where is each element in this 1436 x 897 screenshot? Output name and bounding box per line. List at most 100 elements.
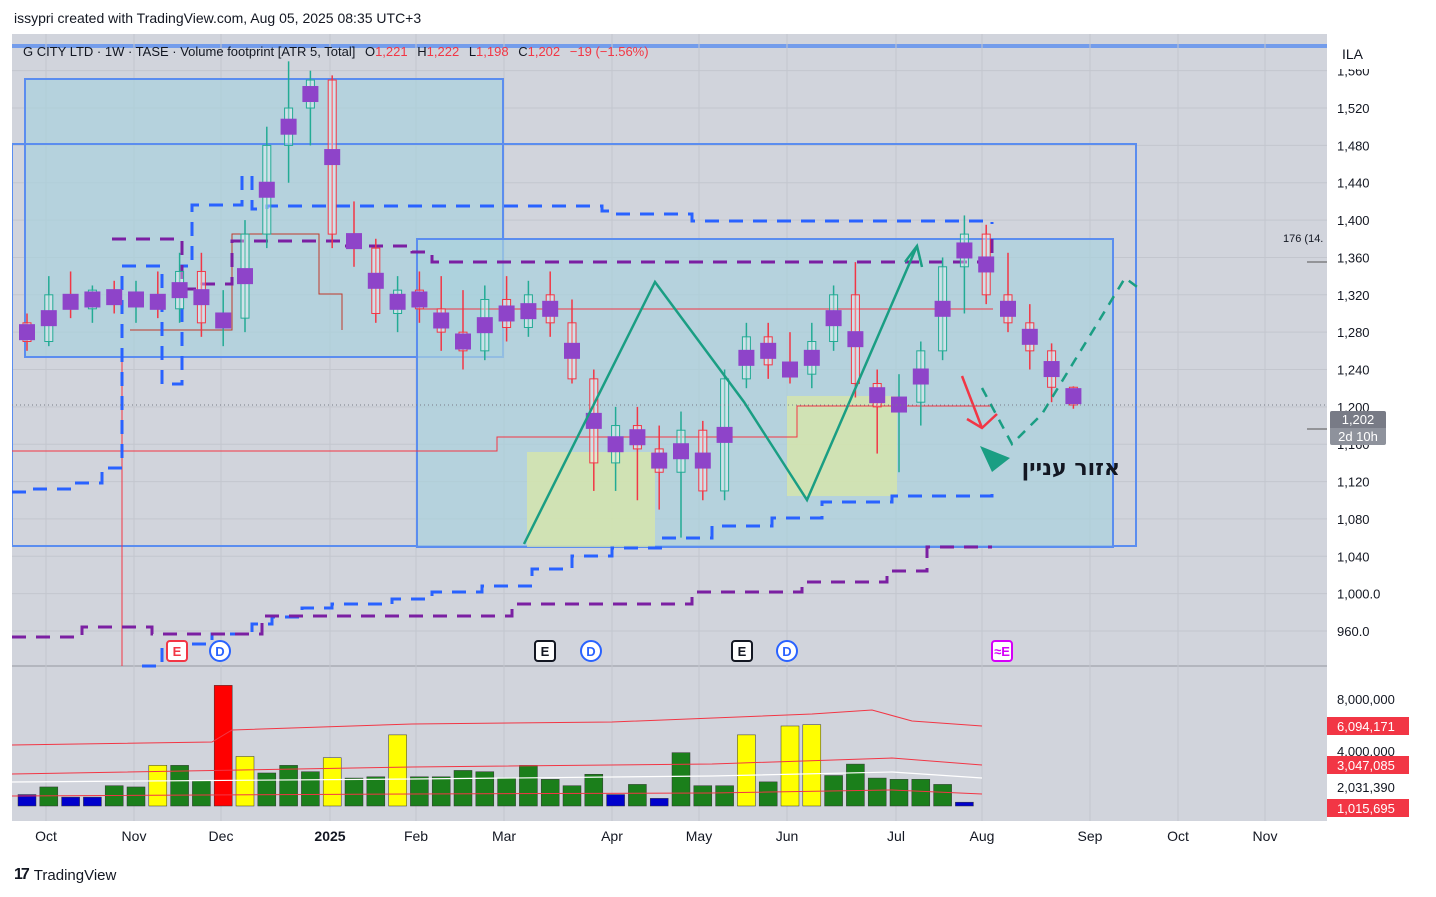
volume-bar bbox=[192, 780, 211, 807]
time-tick-label: Jun bbox=[776, 828, 799, 844]
earnings-icon bbox=[534, 640, 556, 662]
footprint-poc bbox=[128, 291, 144, 308]
volume-bar bbox=[606, 794, 625, 807]
price-tick-label: 1,120 bbox=[1337, 475, 1370, 490]
volume-bar bbox=[889, 779, 909, 807]
teal-arrow-marker bbox=[980, 446, 1010, 472]
event-label: E bbox=[541, 644, 550, 659]
red-arrow-line bbox=[960, 375, 984, 429]
event-E: E bbox=[731, 640, 753, 662]
footprint-poc bbox=[847, 331, 864, 348]
footprint-poc bbox=[694, 452, 711, 469]
volume-bar bbox=[802, 724, 822, 807]
volume-bar bbox=[126, 786, 146, 807]
footprint-poc bbox=[869, 387, 886, 404]
volume-bar bbox=[649, 798, 669, 807]
footprint-poc bbox=[542, 300, 559, 317]
footprint-poc bbox=[803, 349, 820, 366]
volume-bar bbox=[453, 770, 473, 807]
volume-bar bbox=[475, 771, 495, 807]
volume-bar bbox=[693, 785, 713, 807]
chart-frame[interactable]: 960.01,000.01,0401,0801,1201,1601,2001,2… bbox=[12, 34, 1424, 854]
footprint-poc bbox=[367, 272, 384, 289]
footprint-poc bbox=[149, 293, 166, 310]
legend-title: G CITY LTD · 1W · TASE · Volume footprin… bbox=[23, 44, 356, 59]
footprint-poc bbox=[585, 412, 602, 429]
footprint-poc bbox=[1000, 300, 1016, 317]
volume-bar bbox=[279, 765, 298, 807]
volume-bar bbox=[758, 781, 778, 807]
footprint-poc bbox=[891, 396, 907, 413]
tradingview-logo-icon: 17 bbox=[14, 866, 30, 883]
time-tick-label: May bbox=[686, 828, 712, 844]
footprint-poc bbox=[782, 361, 798, 378]
time-tick-label: 2025 bbox=[314, 828, 345, 844]
price-tick-label: 1,280 bbox=[1337, 325, 1370, 340]
volume-tag: 1,015,695 bbox=[1337, 801, 1395, 816]
volume-bar bbox=[780, 725, 800, 807]
footprint-poc bbox=[346, 233, 362, 250]
footprint-poc bbox=[433, 312, 450, 329]
zigzag-pattern bbox=[522, 245, 919, 545]
volume-bar bbox=[17, 794, 37, 807]
volume-tick-label: 4,000,000 bbox=[1337, 744, 1395, 759]
red-arrow-head bbox=[966, 413, 998, 430]
footprint-poc bbox=[629, 429, 646, 446]
time-tick-label: Oct bbox=[1167, 828, 1189, 844]
footprint-poc bbox=[956, 242, 973, 259]
fib-label: 176 (14. bbox=[1283, 233, 1323, 245]
top-band bbox=[12, 44, 1327, 48]
event-label: E bbox=[738, 644, 747, 659]
time-tick-label: Sep bbox=[1078, 828, 1103, 844]
demand-zone-1 bbox=[527, 452, 655, 547]
footprint-poc bbox=[62, 293, 79, 310]
time-tick-label: Feb bbox=[404, 828, 428, 844]
price-tick-label: 1,080 bbox=[1337, 512, 1370, 527]
footprint-poc bbox=[498, 305, 515, 322]
volume-bar bbox=[148, 765, 168, 807]
price-chart[interactable]: 960.01,000.01,0401,0801,1201,1601,2001,2… bbox=[12, 34, 1424, 854]
footprint-poc bbox=[237, 268, 253, 285]
red-profile-line bbox=[130, 233, 343, 331]
volume-bar bbox=[322, 757, 342, 807]
footprint-poc bbox=[19, 324, 35, 341]
interest-zone-label: אזור עניין bbox=[1022, 456, 1120, 481]
footprint-poc bbox=[738, 349, 755, 366]
zigzag-arrow-head bbox=[904, 243, 924, 268]
footprint-poc bbox=[1065, 388, 1082, 405]
symbol-button[interactable]: ILA bbox=[1332, 39, 1418, 69]
price-tick-label: 1,360 bbox=[1337, 250, 1370, 265]
time-tick-label: Nov bbox=[122, 828, 147, 844]
time-tick-label: Jul bbox=[887, 828, 905, 844]
volume-bar bbox=[737, 734, 756, 807]
event-D: D bbox=[209, 640, 231, 662]
volume-bar bbox=[955, 801, 974, 807]
event-D: D bbox=[776, 640, 798, 662]
bar-countdown: 2d 10h bbox=[1330, 428, 1386, 445]
dividend-icon bbox=[776, 640, 798, 662]
event-D: D bbox=[580, 640, 602, 662]
footprint-poc bbox=[716, 426, 733, 443]
legend-close: 1,202 bbox=[527, 44, 561, 59]
volume-bar bbox=[540, 779, 560, 807]
volume-bar bbox=[410, 776, 429, 807]
price-tick-label: 1,520 bbox=[1337, 101, 1370, 116]
earnings-icon bbox=[731, 640, 753, 662]
legend-change: −19 (−1.56%) bbox=[569, 44, 649, 59]
blue-dashed-lower bbox=[142, 491, 994, 668]
volume-bar bbox=[846, 763, 865, 807]
event-label: E bbox=[173, 644, 182, 659]
volume-bar bbox=[867, 777, 887, 807]
volume-bar bbox=[519, 765, 538, 807]
footprint-poc bbox=[607, 436, 624, 453]
tradingview-logo[interactable]: 17 TradingView bbox=[14, 866, 116, 884]
footprint-poc bbox=[1021, 328, 1038, 345]
volume-bar bbox=[497, 777, 516, 807]
vol-band-mid bbox=[12, 757, 983, 775]
volume-bar bbox=[170, 765, 189, 807]
time-tick-label: Mar bbox=[492, 828, 516, 844]
footprint-poc bbox=[324, 149, 341, 166]
footprint-poc bbox=[193, 289, 210, 306]
footprint-poc bbox=[1043, 361, 1060, 378]
legend-low: 1,198 bbox=[476, 44, 509, 59]
